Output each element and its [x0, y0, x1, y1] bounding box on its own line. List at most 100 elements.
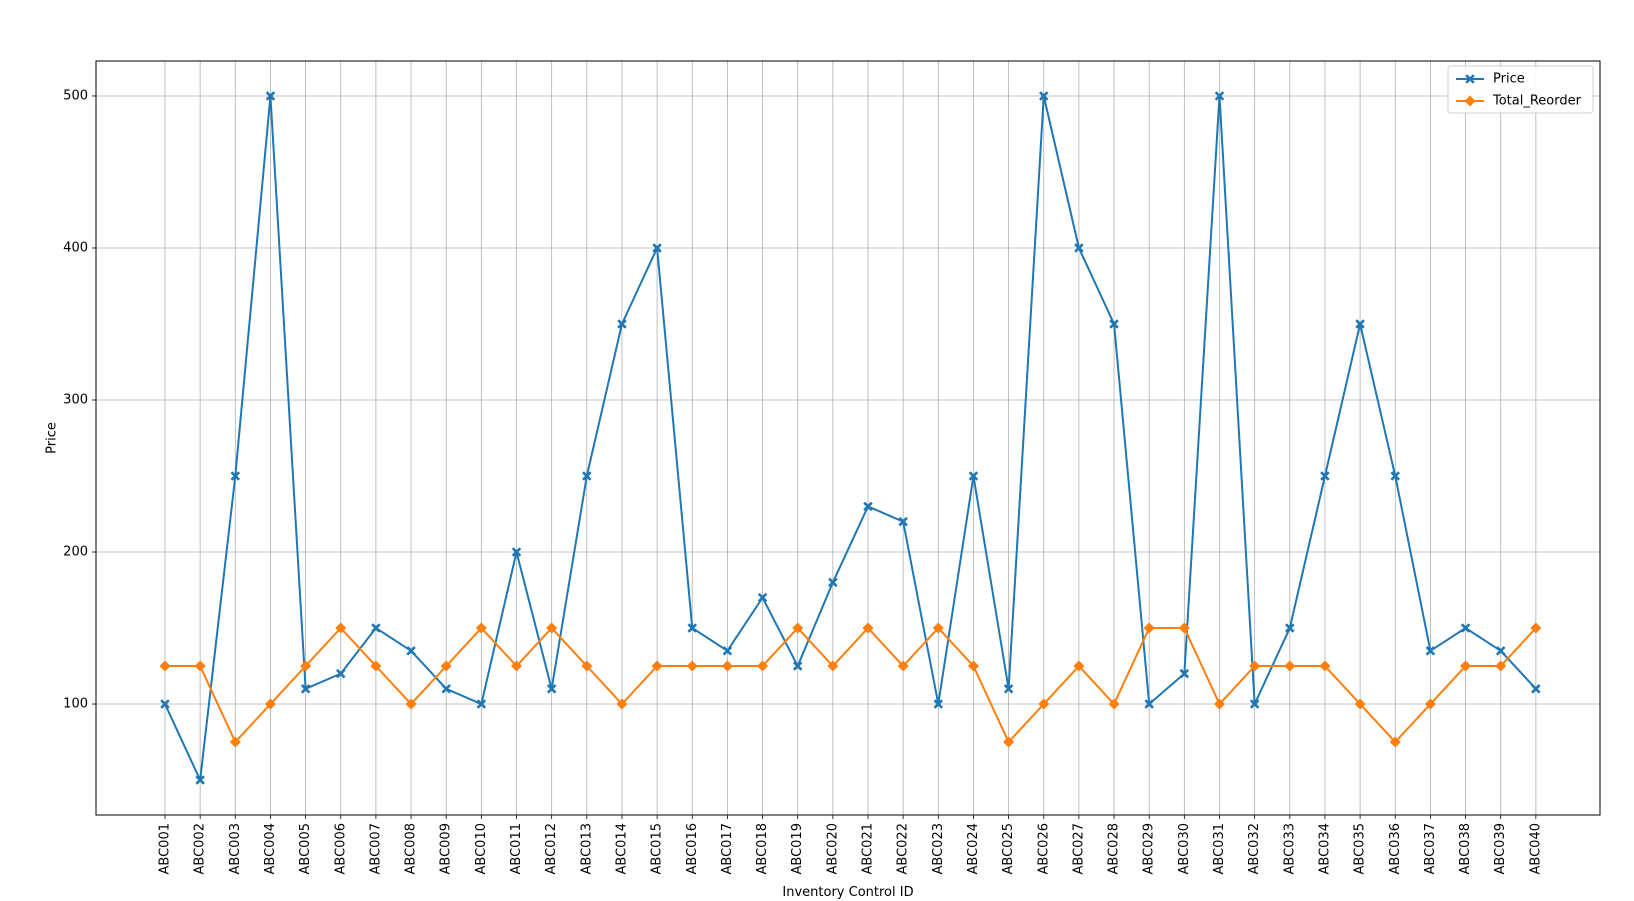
data-point	[230, 471, 241, 481]
x-tick-label: ABC001	[158, 823, 173, 874]
data-point	[1284, 660, 1296, 672]
x-tick-label: ABC030	[1177, 823, 1192, 874]
data-point	[371, 623, 381, 633]
data-point	[651, 660, 663, 672]
data-point	[1424, 698, 1436, 710]
x-tick-label: ABC019	[790, 823, 805, 874]
data-point	[1038, 698, 1050, 710]
data-point	[546, 683, 557, 694]
x-tick-label: ABC005	[298, 823, 313, 874]
data-point	[1074, 243, 1084, 253]
data-point	[721, 660, 733, 672]
data-point	[1038, 91, 1049, 101]
x-tick-label: ABC017	[720, 823, 735, 874]
x-tick-label: ABC016	[685, 823, 700, 874]
x-tick-label: ABC026	[1036, 823, 1051, 874]
data-point	[370, 660, 382, 672]
data-point	[1109, 319, 1119, 329]
y-tick-label: 200	[63, 545, 88, 560]
data-point	[581, 660, 593, 672]
y-axis-label: Price	[45, 422, 60, 454]
x-tick-label: ABC040	[1528, 823, 1543, 874]
data-point	[511, 660, 522, 672]
data-point	[1003, 736, 1015, 748]
x-tick-label: ABC034	[1317, 823, 1332, 874]
data-point	[1354, 698, 1366, 710]
data-point	[1530, 683, 1541, 694]
data-point	[476, 699, 487, 709]
data-point	[897, 660, 909, 672]
x-tick-label: ABC021	[861, 823, 876, 874]
data-point	[300, 683, 311, 694]
data-point	[1284, 623, 1295, 633]
x-tick-label: ABC003	[228, 823, 243, 874]
data-point	[159, 660, 171, 672]
data-point	[863, 501, 873, 512]
data-point	[405, 698, 417, 710]
data-point	[1460, 623, 1471, 633]
x-tick-label: ABC004	[263, 823, 278, 874]
x-tick-label: ABC009	[439, 823, 454, 874]
x-tick-label: ABC020	[825, 823, 840, 874]
series-lines	[159, 91, 1542, 785]
data-point	[1249, 699, 1260, 709]
data-point	[1214, 698, 1225, 710]
data-point	[1389, 736, 1401, 748]
x-tick-label: ABC028	[1107, 823, 1122, 874]
data-point	[1460, 660, 1472, 672]
legend-box	[1447, 65, 1594, 114]
x-tick-label: ABC038	[1458, 823, 1473, 874]
data-point	[686, 660, 698, 672]
data-point	[440, 660, 452, 672]
series-line	[164, 94, 1537, 782]
data-point	[932, 622, 944, 634]
legend: Price Total_Reorder	[1447, 65, 1594, 114]
x-tick-label: ABC008	[404, 823, 419, 874]
x-tick-label: ABC010	[474, 823, 489, 874]
x-tick-label: ABC024	[966, 823, 981, 874]
data-point	[757, 592, 768, 603]
data-point	[546, 622, 558, 634]
y-tick-label: 500	[63, 88, 88, 103]
series-price	[160, 91, 1541, 785]
x-axis-label: Inventory Control ID	[782, 885, 913, 900]
data-point	[1319, 660, 1331, 672]
data-point	[1425, 645, 1436, 656]
data-point	[968, 471, 979, 481]
data-point	[1530, 622, 1542, 634]
data-point	[1178, 622, 1190, 634]
data-point	[406, 645, 416, 656]
x-tick-label: ABC037	[1423, 823, 1438, 874]
data-point	[1108, 698, 1120, 710]
x-tick-label: ABC018	[755, 823, 770, 874]
grid-lines	[96, 61, 1600, 815]
x-tick-label: ABC027	[1071, 823, 1086, 874]
data-point	[300, 660, 312, 672]
data-point	[1144, 699, 1155, 709]
data-point	[1355, 319, 1365, 329]
x-tick-label: ABC023	[931, 823, 946, 874]
data-point	[687, 623, 698, 633]
x-tick-label: ABC022	[896, 823, 911, 874]
data-point	[1495, 660, 1507, 672]
x-tick-label: ABC032	[1247, 823, 1262, 874]
data-point	[265, 91, 276, 101]
data-point	[617, 319, 627, 329]
x-tick-label: ABC002	[193, 823, 208, 874]
series-line	[165, 627, 1537, 744]
x-tick-label: ABC039	[1493, 823, 1508, 874]
data-point	[229, 736, 241, 748]
legend-label: Price	[1493, 72, 1525, 87]
data-point	[722, 645, 733, 656]
data-point	[194, 660, 206, 672]
series-total-reorder	[159, 622, 1542, 748]
data-point	[862, 622, 874, 634]
legend-marker	[1465, 74, 1475, 84]
data-point	[827, 577, 838, 588]
data-point	[1390, 471, 1401, 481]
data-point	[757, 660, 769, 672]
x-tick-label: ABC015	[650, 823, 665, 874]
x-tick-label: ABC025	[1001, 823, 1016, 874]
data-point	[511, 547, 522, 557]
